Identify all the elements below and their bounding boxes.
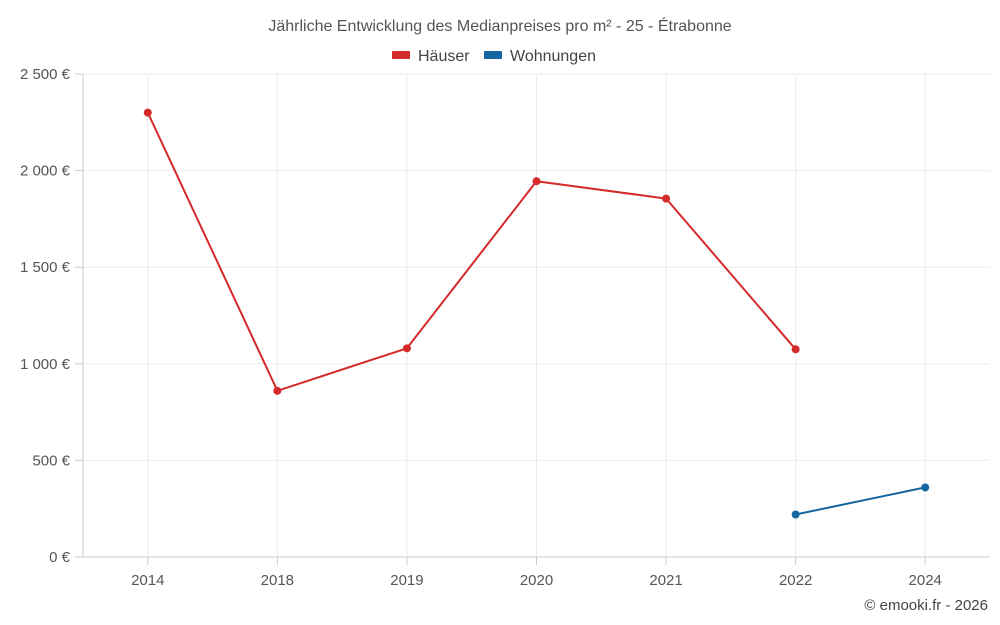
credit-text: © emooki.fr - 2026 <box>864 597 988 614</box>
x-tick-label: 2022 <box>779 572 812 589</box>
series-layer <box>143 108 930 519</box>
y-tick-label: 0 € <box>49 549 71 566</box>
y-tick-label: 500 € <box>32 452 70 469</box>
x-tick-label: 2024 <box>909 572 942 589</box>
x-tick-label: 2020 <box>520 572 553 589</box>
x-tick-label: 2014 <box>131 572 164 589</box>
data-point-haeuser[interactable] <box>791 345 800 354</box>
y-tick-label: 1 000 € <box>20 356 71 373</box>
legend-swatch-haeuser <box>392 51 410 59</box>
y-tick-label: 2 500 € <box>20 66 71 83</box>
data-point-haeuser[interactable] <box>143 108 152 117</box>
legend-label-wohnungen[interactable]: Wohnungen <box>510 48 596 65</box>
data-point-wohnungen[interactable] <box>791 510 800 519</box>
legend-swatch-wohnungen <box>484 51 502 59</box>
gridlines <box>83 73 990 557</box>
x-tick-label: 2018 <box>261 572 294 589</box>
y-tick-label: 2 000 € <box>20 163 71 180</box>
data-point-haeuser[interactable] <box>662 194 671 203</box>
x-tick-label: 2021 <box>649 572 682 589</box>
data-point-haeuser[interactable] <box>402 344 411 353</box>
y-tick-label: 1 500 € <box>20 259 71 276</box>
legend: Häuser Wohnungen <box>392 48 596 65</box>
series-line-wohnungen <box>795 486 926 516</box>
y-axis-ticks: 0 € 500 € 1 000 € 1 500 € 2 000 € 2 500 € <box>20 66 83 566</box>
series-line-haeuser <box>146 112 797 392</box>
legend-label-haeuser[interactable]: Häuser <box>418 48 470 65</box>
x-tick-label: 2019 <box>390 572 423 589</box>
x-axis-ticks: 2014 2018 2019 2020 2021 2022 2024 <box>82 74 990 589</box>
data-point-haeuser[interactable] <box>273 386 282 395</box>
data-point-haeuser[interactable] <box>532 177 541 186</box>
chart-title: Jährliche Entwicklung des Medianpreises … <box>268 16 731 35</box>
data-point-wohnungen[interactable] <box>921 483 930 492</box>
